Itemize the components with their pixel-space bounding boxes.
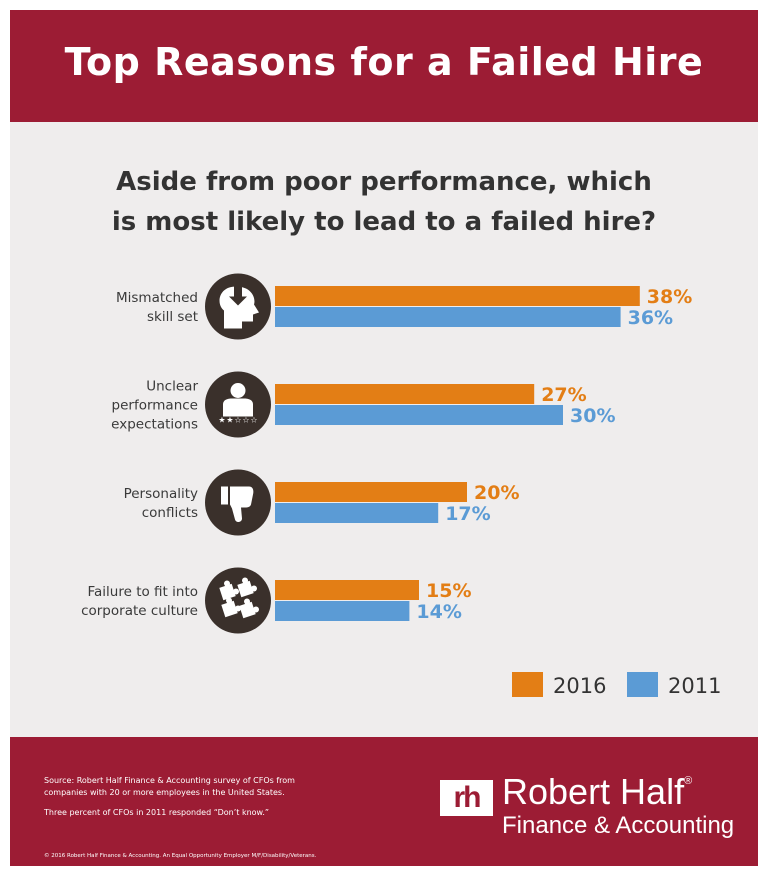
category-label: performance [112, 398, 198, 414]
svg-text:★: ★ [218, 416, 225, 425]
brand-name-text: Robert Half [502, 771, 685, 812]
legend-swatch-2016 [512, 672, 543, 697]
svg-text:☆: ☆ [234, 416, 241, 425]
data-label-2011: 17% [445, 503, 490, 525]
thumbs-down-icon [221, 486, 254, 523]
legend-label-2016: 2016 [553, 674, 606, 698]
data-label-2016: 20% [474, 482, 519, 504]
bar-2016 [275, 580, 419, 600]
question-line-1: Aside from poor performance, which [116, 167, 652, 197]
puzzle-pieces-icon [219, 577, 259, 619]
bar-2016 [275, 482, 467, 502]
category-label: corporate culture [81, 603, 198, 619]
bar-2016 [275, 384, 535, 404]
icon-circle [205, 567, 271, 634]
bar-chart: Mismatched skill set 38%36% Unclear performa… [81, 271, 721, 698]
footnote: Three percent of CFOs in 2011 responded … [44, 808, 270, 817]
data-label-2016: 27% [541, 384, 586, 406]
bar-2011 [275, 503, 439, 523]
copyright: © 2016 Robert Half Finance & Accounting.… [44, 853, 317, 859]
infographic: Top Reasons for a Failed Hire Aside from… [10, 10, 758, 866]
bar-2011 [275, 405, 563, 425]
category-label: Personality [124, 486, 198, 502]
data-label-2011: 14% [416, 601, 461, 623]
source-line-1: Source: Robert Half Finance & Accounting… [44, 776, 295, 785]
svg-text:★: ★ [226, 416, 233, 425]
logo-mark: rh [440, 780, 493, 816]
category-label: skill set [147, 309, 198, 325]
data-label-2016: 38% [647, 286, 692, 308]
data-label-2016: 15% [426, 580, 471, 602]
footer-banner: Source: Robert Half Finance & Accounting… [10, 737, 758, 866]
brand-tagline: Finance & Accounting [502, 812, 735, 839]
registered-mark: ® [684, 775, 693, 787]
logo-mark-text: rh [453, 781, 482, 814]
bar-2011 [275, 601, 410, 621]
brand-name: Robert Half® [502, 771, 692, 813]
category-label: Unclear [146, 379, 198, 395]
data-label-2011: 36% [628, 307, 673, 329]
category-label: Mismatched [116, 290, 198, 306]
bar-2011 [275, 307, 621, 327]
question-line-2: is most likely to lead to a failed hire? [111, 207, 657, 237]
bar-2016 [275, 286, 640, 306]
category-label: Failure to fit into [88, 584, 199, 600]
page-title: Top Reasons for a Failed Hire [64, 40, 704, 84]
svg-text:☆: ☆ [250, 416, 257, 425]
header-banner: Top Reasons for a Failed Hire [10, 10, 758, 122]
head-arrow-icon [219, 286, 259, 329]
person-rating-icon: ★ ★ ☆ ☆ ☆ [218, 383, 258, 425]
category-label: conflicts [142, 505, 198, 521]
svg-text:☆: ☆ [242, 416, 249, 425]
category-label: expectations [111, 417, 198, 433]
legend-label-2011: 2011 [668, 674, 721, 698]
legend-swatch-2011 [627, 672, 658, 697]
question-heading: Aside from poor performance, which is mo… [10, 162, 758, 242]
source-line-2: companies with 20 or more employees in t… [44, 788, 285, 797]
data-label-2011: 30% [570, 405, 615, 427]
